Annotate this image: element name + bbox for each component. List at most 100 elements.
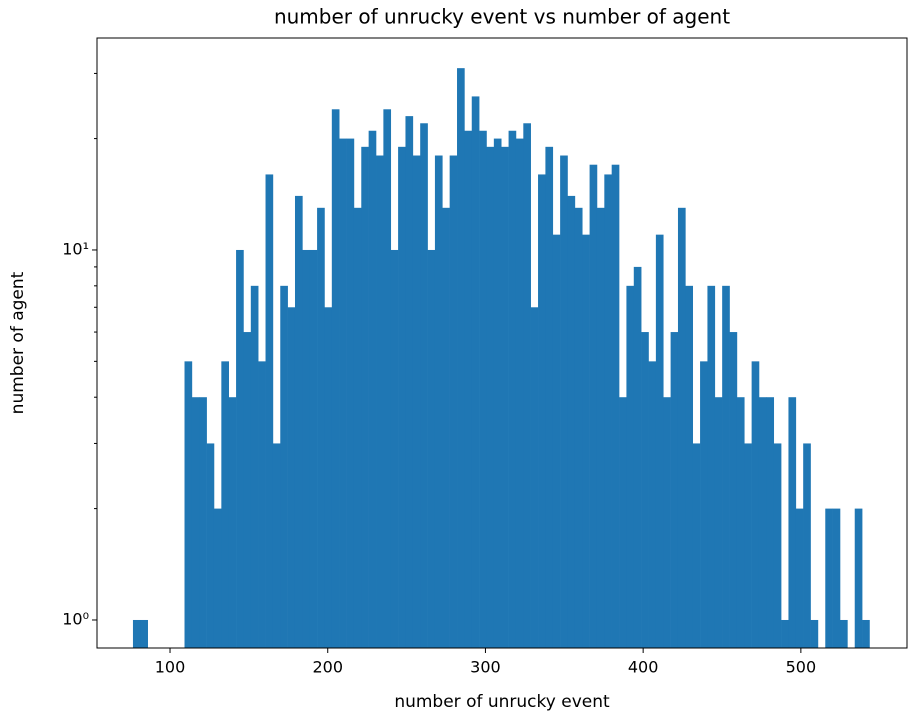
y-axis-label: number of agent [8,271,28,414]
bar [611,164,620,648]
bar [479,130,487,649]
bar [442,207,450,648]
bar [412,155,421,648]
bar [788,397,797,648]
bar [457,68,465,649]
bar [184,361,193,648]
bar [501,146,509,648]
bar [758,397,767,648]
bar [191,397,200,648]
bar [199,397,207,648]
bar [486,146,495,648]
bar [213,508,222,648]
bar [825,508,833,648]
bar [692,443,701,648]
bar [302,249,311,649]
bar [773,443,782,648]
bar [398,146,406,648]
bar [376,155,384,648]
bar [294,195,303,648]
bar [729,332,738,648]
bar [663,397,671,648]
bar [751,361,760,648]
bar [766,397,775,648]
bar [228,397,237,648]
bar [493,138,502,648]
bar [420,123,428,648]
bar [449,155,458,648]
bar [582,234,590,648]
bar [596,207,605,648]
bar [545,146,554,648]
x-axis-label: number of unrucky event [394,692,610,712]
bar [810,619,819,648]
bar [508,130,517,649]
bar [685,285,694,648]
bar [832,508,841,648]
bar [250,285,259,648]
bar [243,332,252,648]
bar [523,123,531,648]
bar [619,397,627,648]
bar [309,249,318,649]
bar [589,164,598,648]
bar [722,285,730,648]
bar [574,207,583,648]
bar [707,285,716,648]
bar [515,138,524,648]
bar [464,130,473,649]
bar [840,619,848,648]
bar [700,361,708,648]
bar [641,332,649,648]
bar [795,508,804,648]
bar [530,307,539,648]
bar [434,155,443,648]
bar [862,619,870,648]
bar [648,361,657,648]
bar [655,234,664,648]
bar [317,207,325,648]
bar [236,249,244,649]
x-tick-label: 400 [628,658,659,677]
bar [854,508,863,648]
bar [140,619,148,648]
bar [361,146,369,648]
bar [258,361,266,648]
bar [206,443,215,648]
y-tick-label: 10⁰ [62,609,89,628]
bar [346,138,355,648]
bar [552,234,561,648]
bar [368,130,377,649]
y-tick-label: 10¹ [62,239,89,258]
bar [272,443,281,648]
bar [633,266,642,648]
bar [538,174,546,649]
bar [670,332,679,648]
bar [677,207,686,648]
bar [280,285,288,648]
plot-frame [96,37,908,649]
bar [324,307,333,648]
bar [736,397,745,648]
x-tick-label: 500 [786,658,817,677]
bar [781,619,789,648]
bar [714,397,723,648]
x-tick-label: 300 [470,658,501,677]
bar [427,249,436,649]
bar [604,174,612,649]
bar [383,109,392,649]
x-tick-label: 100 [155,658,186,677]
bar [331,109,340,649]
bar [287,307,296,648]
bar [353,207,362,648]
bar [221,361,230,648]
bar [339,138,347,648]
x-tick-label: 200 [312,658,343,677]
bar [390,249,399,649]
chart-title: number of unrucky event vs number of age… [274,5,730,29]
bar [132,619,141,648]
bar [626,285,635,648]
bar [567,195,576,648]
